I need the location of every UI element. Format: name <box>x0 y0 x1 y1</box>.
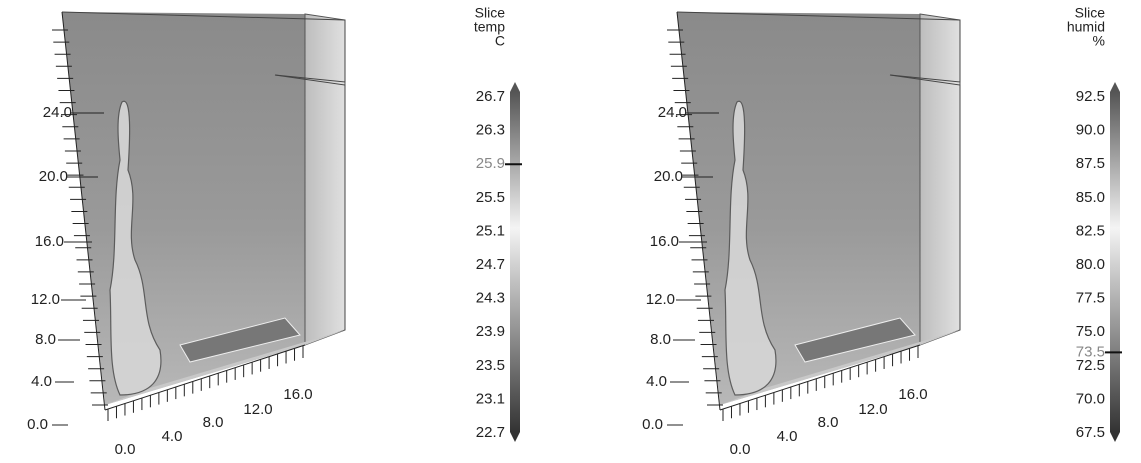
colorbar-arrow <box>510 432 520 442</box>
colorbar-label: 23.9 <box>476 323 505 340</box>
colorbar-bar <box>510 92 520 432</box>
colorbar-title: C <box>495 33 505 49</box>
colorbar-arrow <box>1110 82 1120 92</box>
colorbar-label: 23.5 <box>476 357 505 374</box>
viewer: 0.0 4.0 8.0 12.0 16.0 20.0 24.0 0.0 4.0 8.0 12.0 16… <box>0 0 1141 463</box>
colorbar-bar <box>1110 92 1120 432</box>
colorbar-label: 26.7 <box>476 88 505 105</box>
colorbar-label: 26.3 <box>476 122 505 139</box>
colorbar: Slicehumid%92.590.087.585.082.580.077.57… <box>1067 5 1122 442</box>
z-tick-label: 8.0 <box>35 331 56 348</box>
z-tick-label: 16.0 <box>35 233 64 250</box>
right-wall <box>305 14 345 345</box>
z-tick-label: 24.0 <box>43 104 72 121</box>
z-tick-label: 12.0 <box>31 291 60 308</box>
colorbar-label: 90.0 <box>1076 122 1105 139</box>
z-tick-label: 0.0 <box>27 416 48 433</box>
panel: 0.0 4.0 8.0 12.0 16.0 20.0 24.0 0.0 4.0 8.0 12.0 16… <box>27 12 345 458</box>
x-tick-label: 0.0 <box>115 441 136 458</box>
colorbar-label: 24.3 <box>476 290 505 307</box>
colorbar-label: 24.7 <box>476 256 505 273</box>
colorbar-label: 75.0 <box>1076 323 1105 340</box>
z-tick-label: 16.0 <box>650 233 679 250</box>
z-tick-label: 20.0 <box>654 168 683 185</box>
z-tick-label: 4.0 <box>646 373 667 390</box>
colorbar-label: 87.5 <box>1076 155 1105 172</box>
x-tick-label: 16.0 <box>898 386 927 403</box>
colorbar-label: 22.7 <box>476 424 505 441</box>
colorbar: SlicetempC26.726.325.525.124.724.323.923… <box>474 5 522 442</box>
x-tick-label: 4.0 <box>162 428 183 445</box>
colorbar-arrow <box>510 82 520 92</box>
panel: 0.0 4.0 8.0 12.0 16.0 20.0 24.0 0.0 4.0 8.0 12.0 16… <box>642 12 960 458</box>
colorbar-label: 25.5 <box>476 189 505 206</box>
colorbar-label: 85.0 <box>1076 189 1105 206</box>
colorbar-label: 77.5 <box>1076 290 1105 307</box>
x-tick-label: 0.0 <box>730 441 751 458</box>
z-tick-label: 4.0 <box>31 373 52 390</box>
x-tick-label: 8.0 <box>818 414 839 431</box>
right-wall <box>920 14 960 345</box>
colorbar-label: 80.0 <box>1076 256 1105 273</box>
colorbar-label: 67.5 <box>1076 424 1105 441</box>
colorbar-label: 82.5 <box>1076 222 1105 239</box>
x-tick-label: 12.0 <box>858 401 887 418</box>
colorbar-arrow <box>1110 432 1120 442</box>
x-tick-label: 12.0 <box>243 401 272 418</box>
colorbar-title: % <box>1093 33 1105 49</box>
z-tick-label: 8.0 <box>650 331 671 348</box>
z-tick-label: 12.0 <box>646 291 675 308</box>
z-tick-label: 20.0 <box>39 168 68 185</box>
z-tick-label: 0.0 <box>642 416 663 433</box>
x-tick-label: 8.0 <box>203 414 224 431</box>
colorbar-marker-label: 73.5 <box>1076 343 1105 360</box>
colorbar-label: 23.1 <box>476 390 505 407</box>
z-tick-label: 24.0 <box>658 104 687 121</box>
colorbar-marker-label: 25.9 <box>476 155 505 172</box>
colorbar-label: 70.0 <box>1076 390 1105 407</box>
colorbar-label: 92.5 <box>1076 88 1105 105</box>
colorbar-label: 25.1 <box>476 222 505 239</box>
x-tick-label: 16.0 <box>283 386 312 403</box>
x-tick-label: 4.0 <box>777 428 798 445</box>
